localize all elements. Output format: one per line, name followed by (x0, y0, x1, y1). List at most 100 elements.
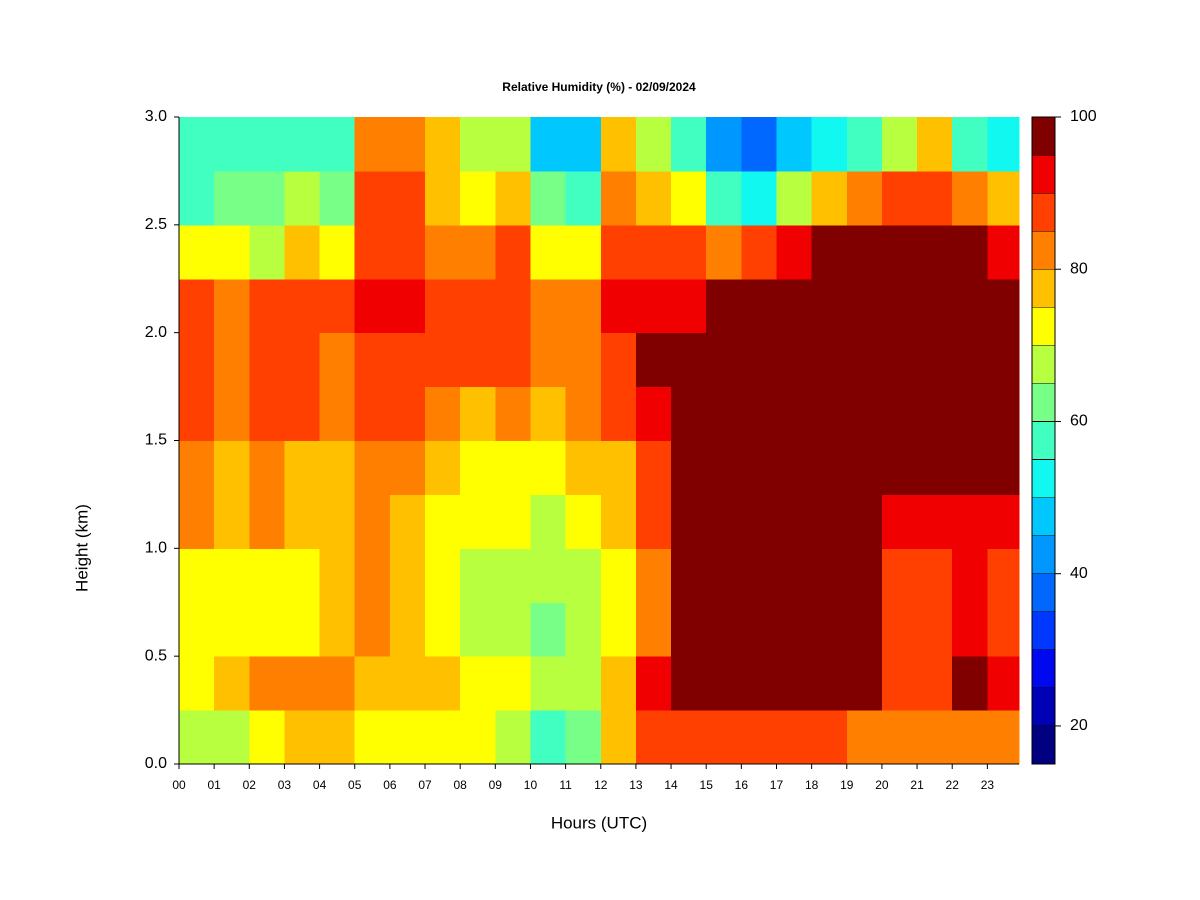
heatmap-cell (952, 656, 988, 711)
heatmap-cell (600, 386, 637, 441)
x-tick-label: 03 (278, 778, 292, 792)
heatmap-cell (846, 602, 883, 657)
x-tick-label: 19 (840, 778, 854, 792)
heatmap-cell (425, 386, 461, 441)
x-tick-label: 07 (418, 778, 432, 792)
heatmap-cell (460, 548, 496, 603)
heatmap-cell (881, 332, 918, 388)
heatmap-cell (881, 656, 918, 711)
heatmap-cell (881, 494, 918, 549)
x-tick-label: 14 (664, 778, 678, 792)
heatmap-cell (530, 710, 567, 765)
heatmap-cell (706, 117, 742, 172)
heatmap-cell (460, 494, 496, 549)
heatmap-cell (952, 440, 988, 495)
heatmap-cell (987, 548, 1020, 603)
x-tick-label: 12 (594, 778, 608, 792)
heatmap-cell (565, 494, 602, 549)
heatmap-cell (706, 224, 742, 280)
colorbar-tick-label: 20 (1070, 717, 1088, 734)
heatmap-cell (811, 278, 848, 334)
heatmap-cell (881, 548, 918, 603)
heatmap-cell (987, 278, 1020, 334)
heatmap-cell (284, 170, 321, 226)
x-tick-label: 05 (348, 778, 362, 792)
heatmap-cell (917, 278, 953, 334)
heatmap-cell (776, 602, 813, 657)
heatmap-cell (706, 386, 742, 441)
heatmap-cell (319, 548, 356, 603)
heatmap-cell (495, 224, 531, 280)
heatmap-cell (741, 386, 777, 441)
heatmap-cell (495, 440, 531, 495)
x-tick-label: 00 (172, 778, 186, 792)
heatmap-cell (811, 656, 848, 711)
heatmap-cell (600, 494, 637, 549)
heatmap-cell (600, 224, 637, 280)
heatmap-cells (179, 117, 1020, 765)
heatmap-cell (741, 548, 777, 603)
heatmap-cell (881, 117, 918, 172)
colorbar-tick-label: 40 (1070, 565, 1088, 582)
x-tick-label: 10 (524, 778, 538, 792)
heatmap-cell (460, 710, 496, 765)
x-tick-label: 17 (770, 778, 784, 792)
heatmap-cell (811, 332, 848, 388)
heatmap-cell (881, 278, 918, 334)
heatmap-cell (460, 386, 496, 441)
heatmap-cell (249, 117, 285, 172)
heatmap-cell (776, 117, 813, 172)
heatmap-cell (214, 117, 250, 172)
heatmap-cell (706, 548, 742, 603)
heatmap-cell (249, 710, 285, 765)
y-tick-label: 0.5 (145, 647, 167, 664)
heatmap-cell (671, 494, 707, 549)
heatmap-cell (706, 440, 742, 495)
heatmap-cell (530, 332, 567, 388)
colorbar-band (1031, 535, 1056, 575)
heatmap-cell (565, 548, 602, 603)
heatmap-cell (249, 440, 285, 495)
heatmap-cell (389, 548, 426, 603)
heatmap-cell (460, 170, 496, 226)
heatmap-cell (389, 117, 426, 172)
heatmap-cell (917, 386, 953, 441)
heatmap-cell (530, 656, 567, 711)
heatmap-cell (565, 170, 602, 226)
heatmap-cell (846, 170, 883, 226)
heatmap-cell (284, 710, 321, 765)
heatmap-cell (425, 117, 461, 172)
heatmap-cell (319, 602, 356, 657)
heatmap-cell (846, 332, 883, 388)
heatmap-cell (565, 386, 602, 441)
heatmap-cell (425, 602, 461, 657)
heatmap-cell (917, 710, 953, 765)
heatmap-cell (214, 494, 250, 549)
heatmap-cell (354, 117, 391, 172)
heatmap-cell (881, 440, 918, 495)
x-tick-label: 18 (805, 778, 819, 792)
heatmap-cell (706, 656, 742, 711)
heatmap-cell (565, 440, 602, 495)
heatmap-cell (425, 494, 461, 549)
heatmap-cell (635, 602, 672, 657)
heatmap-cell (530, 602, 567, 657)
heatmap-cell (881, 224, 918, 280)
heatmap-cell (319, 494, 356, 549)
heatmap-cell (319, 170, 356, 226)
heatmap-cell (354, 386, 391, 441)
colorbar-band (1031, 611, 1056, 651)
heatmap-cell (706, 602, 742, 657)
colorbar-band (1031, 459, 1056, 498)
heatmap-cell (389, 494, 426, 549)
heatmap-cell (425, 548, 461, 603)
heatmap-cell (671, 224, 707, 280)
heatmap-cell (389, 656, 426, 711)
y-tick-label: 2.5 (145, 216, 167, 233)
heatmap-cell (565, 224, 602, 280)
heatmap-cell (495, 278, 531, 334)
heatmap-cell (987, 386, 1020, 441)
colorbar-band (1031, 687, 1056, 727)
colorbar-band (1031, 306, 1056, 346)
